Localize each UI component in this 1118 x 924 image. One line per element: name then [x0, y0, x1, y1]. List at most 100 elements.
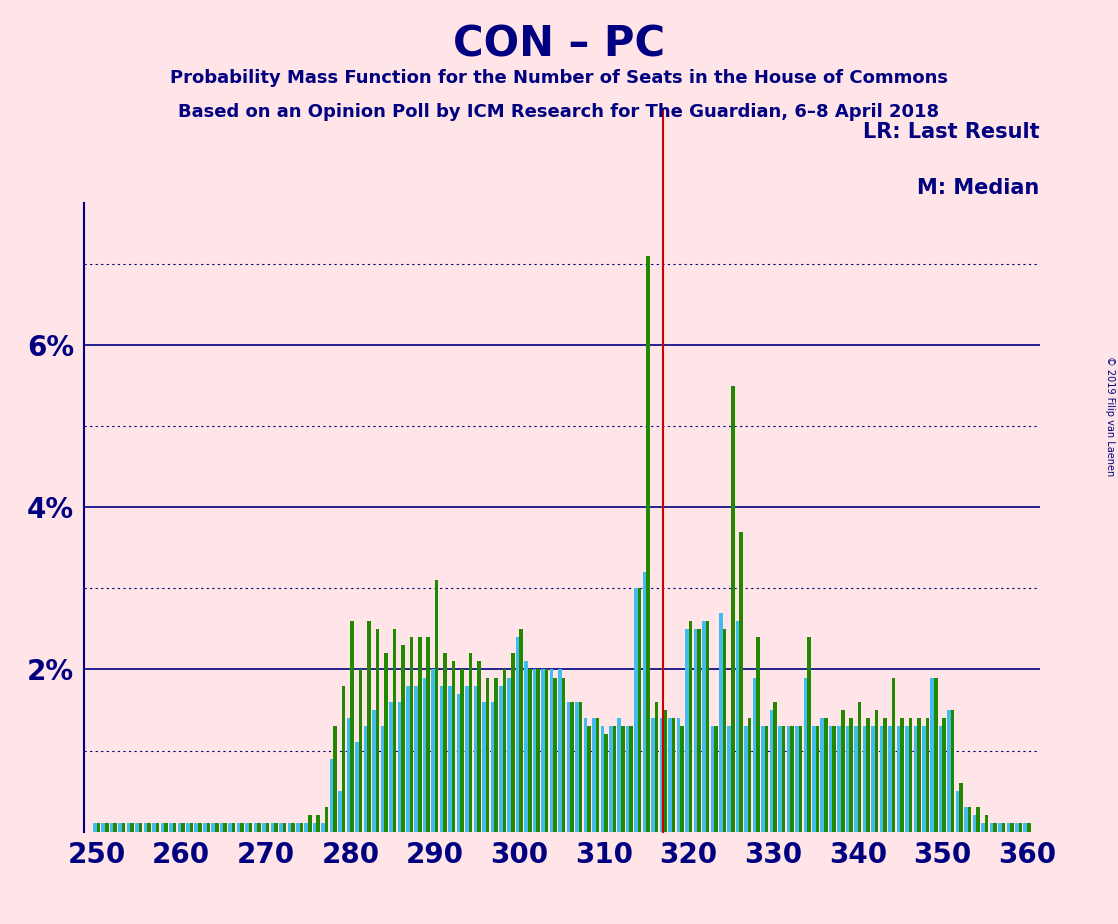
- Bar: [553, 677, 557, 832]
- Bar: [131, 823, 134, 832]
- Bar: [105, 823, 108, 832]
- Bar: [965, 808, 968, 832]
- Bar: [787, 726, 790, 832]
- Bar: [271, 823, 274, 832]
- Bar: [833, 726, 836, 832]
- Bar: [211, 823, 215, 832]
- Bar: [629, 726, 633, 832]
- Bar: [728, 726, 731, 832]
- Bar: [930, 677, 934, 832]
- Bar: [231, 823, 236, 832]
- Bar: [998, 823, 1002, 832]
- Bar: [152, 823, 155, 832]
- Bar: [593, 718, 596, 832]
- Bar: [461, 670, 464, 832]
- Bar: [748, 718, 751, 832]
- Bar: [432, 670, 435, 832]
- Bar: [850, 718, 853, 832]
- Bar: [296, 823, 300, 832]
- Bar: [439, 686, 444, 832]
- Bar: [900, 718, 903, 832]
- Bar: [339, 791, 342, 832]
- Bar: [372, 710, 376, 832]
- Bar: [736, 621, 739, 832]
- Bar: [491, 702, 494, 832]
- Bar: [620, 726, 625, 832]
- Bar: [325, 808, 329, 832]
- Bar: [435, 580, 438, 832]
- Bar: [249, 823, 253, 832]
- Bar: [257, 823, 260, 832]
- Bar: [863, 726, 866, 832]
- Bar: [113, 823, 117, 832]
- Bar: [663, 710, 666, 832]
- Bar: [781, 726, 785, 832]
- Bar: [96, 823, 101, 832]
- Bar: [452, 662, 455, 832]
- Text: © 2019 Filip van Laenen: © 2019 Filip van Laenen: [1106, 356, 1115, 476]
- Text: Probability Mass Function for the Number of Seats in the House of Commons: Probability Mass Function for the Number…: [170, 69, 948, 87]
- Bar: [444, 653, 447, 832]
- Bar: [228, 823, 231, 832]
- Bar: [144, 823, 148, 832]
- Bar: [807, 637, 811, 832]
- Bar: [942, 718, 946, 832]
- Bar: [266, 823, 269, 832]
- Bar: [1023, 823, 1027, 832]
- Bar: [757, 637, 760, 832]
- Bar: [909, 718, 912, 832]
- Bar: [220, 823, 224, 832]
- Bar: [761, 726, 765, 832]
- Bar: [485, 677, 490, 832]
- Bar: [474, 686, 477, 832]
- Bar: [477, 662, 481, 832]
- Bar: [643, 572, 646, 832]
- Bar: [392, 629, 396, 832]
- Bar: [837, 726, 841, 832]
- Bar: [705, 621, 709, 832]
- Bar: [457, 694, 461, 832]
- Bar: [316, 815, 320, 832]
- Bar: [956, 791, 959, 832]
- Bar: [283, 823, 286, 832]
- Bar: [765, 726, 768, 832]
- Bar: [254, 823, 257, 832]
- Bar: [465, 686, 468, 832]
- Bar: [418, 637, 421, 832]
- Bar: [363, 726, 367, 832]
- Bar: [169, 823, 172, 832]
- Bar: [926, 718, 929, 832]
- Bar: [245, 823, 249, 832]
- Bar: [313, 823, 316, 832]
- Bar: [698, 629, 701, 832]
- Bar: [906, 726, 909, 832]
- Bar: [426, 637, 430, 832]
- Bar: [494, 677, 498, 832]
- Bar: [161, 823, 164, 832]
- Bar: [356, 742, 359, 832]
- Bar: [731, 385, 735, 832]
- Bar: [215, 823, 218, 832]
- Bar: [917, 718, 920, 832]
- Bar: [291, 823, 295, 832]
- Bar: [533, 670, 537, 832]
- Bar: [1011, 823, 1014, 832]
- Bar: [752, 677, 757, 832]
- Bar: [524, 662, 528, 832]
- Bar: [982, 823, 985, 832]
- Bar: [515, 637, 520, 832]
- Bar: [824, 718, 827, 832]
- Bar: [604, 735, 608, 832]
- Bar: [280, 823, 283, 832]
- Bar: [846, 726, 850, 832]
- Bar: [126, 823, 131, 832]
- Bar: [119, 823, 122, 832]
- Bar: [874, 710, 879, 832]
- Bar: [609, 726, 613, 832]
- Bar: [646, 256, 650, 832]
- Bar: [237, 823, 240, 832]
- Bar: [409, 637, 413, 832]
- Text: LR: Last Result: LR: Last Result: [863, 122, 1040, 141]
- Bar: [600, 726, 604, 832]
- Bar: [939, 726, 942, 832]
